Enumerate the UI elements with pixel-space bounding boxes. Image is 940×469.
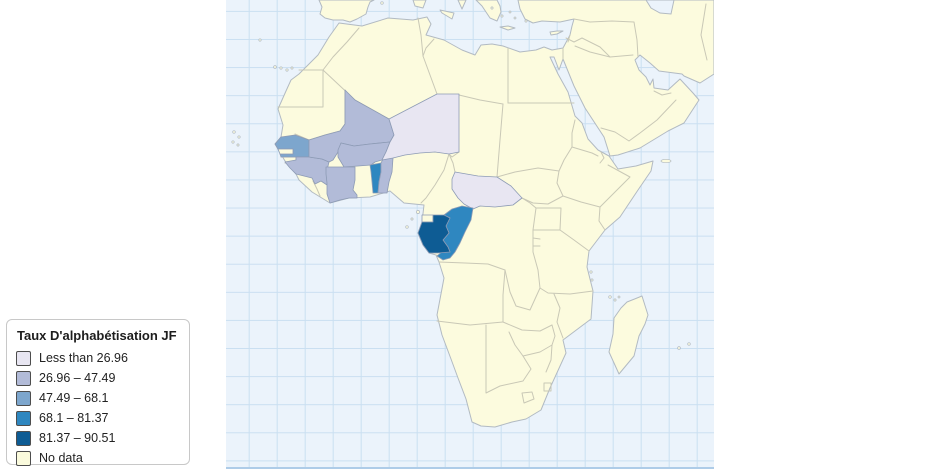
legend-swatch-class1 bbox=[16, 350, 31, 366]
legend-title: Taux D'alphabétisation JF bbox=[17, 328, 177, 343]
map-canvas[interactable] bbox=[226, 0, 714, 469]
landmass-iberia bbox=[318, 0, 375, 23]
landmass-sardinia bbox=[412, 0, 427, 9]
legend-swatch-class3 bbox=[16, 390, 31, 406]
legend-item: 68.1 – 81.37 bbox=[16, 410, 181, 426]
legend-label: 68.1 – 81.37 bbox=[39, 411, 109, 425]
legend-item: Less than 26.96 bbox=[16, 350, 181, 366]
legend-swatch-class4 bbox=[16, 410, 31, 426]
country-gabon[interactable] bbox=[417, 214, 451, 254]
africa-map-svg bbox=[231, 0, 714, 428]
legend-swatch-class2 bbox=[16, 370, 31, 386]
legend-item: No data bbox=[16, 450, 181, 466]
landmass-africa-middle-east bbox=[274, 0, 714, 428]
islands bbox=[231, 1, 691, 350]
choropleth-countries bbox=[274, 89, 523, 261]
landmass-greece bbox=[475, 0, 502, 22]
country-burkina-faso[interactable] bbox=[337, 141, 391, 168]
legend-swatch-nodata bbox=[16, 450, 31, 466]
country-equatorial-guinea[interactable] bbox=[421, 214, 434, 223]
country-cote-divoire[interactable] bbox=[325, 166, 358, 204]
legend-panel: Taux D'alphabétisation JF Less than 26.9… bbox=[6, 319, 190, 466]
island-crete bbox=[499, 25, 516, 31]
island-cyprus bbox=[549, 30, 564, 36]
country-gambia[interactable] bbox=[277, 148, 294, 155]
legend-label: 47.49 – 68.1 bbox=[39, 391, 109, 405]
landmass-calabria bbox=[457, 0, 467, 10]
landmass-sicily bbox=[439, 9, 455, 20]
legend-item: 81.37 – 90.51 bbox=[16, 430, 181, 446]
legend-swatch-class5 bbox=[16, 430, 31, 446]
legend-label: 81.37 – 90.51 bbox=[39, 431, 116, 445]
legend-item: 47.49 – 68.1 bbox=[16, 390, 181, 406]
legend-item: 26.96 – 47.49 bbox=[16, 370, 181, 386]
island-madagascar bbox=[608, 295, 649, 375]
legend-label: 26.96 – 47.49 bbox=[39, 371, 116, 385]
country-central-african-republic[interactable] bbox=[451, 171, 523, 210]
country-niger[interactable] bbox=[381, 93, 460, 161]
legend-label: No data bbox=[39, 451, 83, 465]
caspian-sea bbox=[645, 0, 675, 15]
map-bottom-edge bbox=[226, 467, 714, 469]
legend-label: Less than 26.96 bbox=[39, 351, 128, 365]
